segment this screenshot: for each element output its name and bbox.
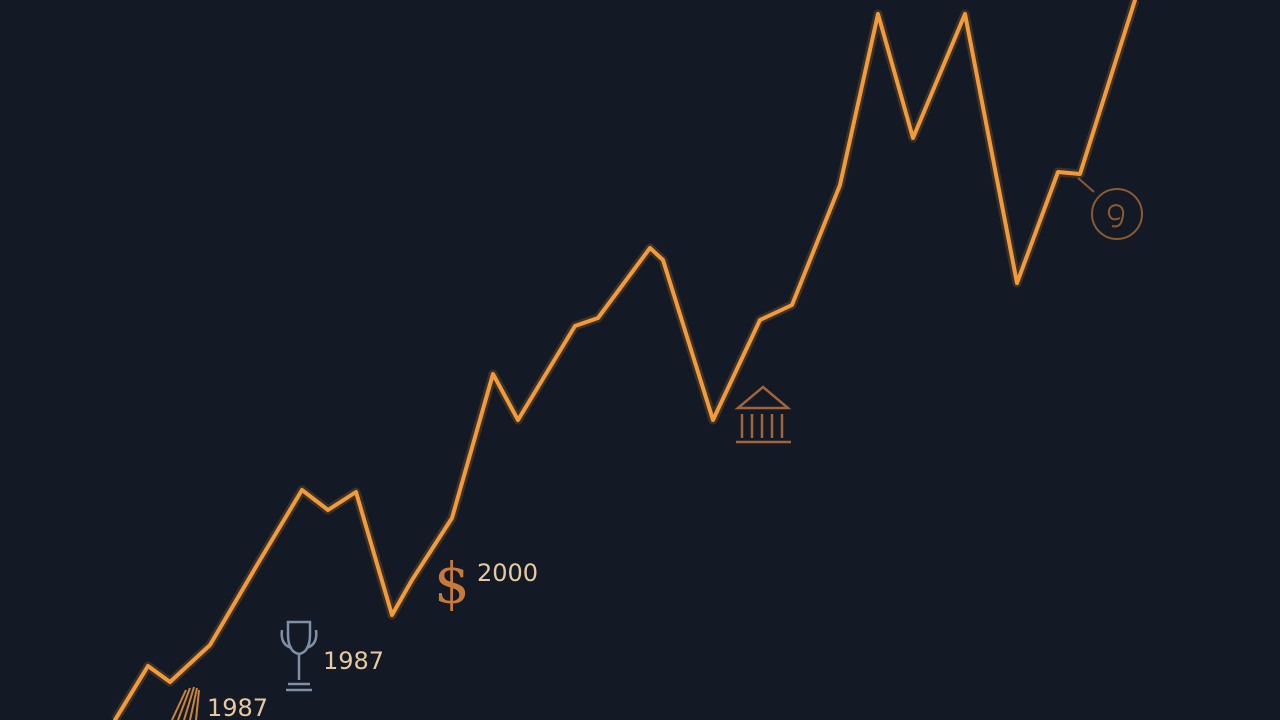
spiral-icon <box>1077 177 1143 240</box>
fan-icon <box>171 686 200 720</box>
dollar-sign: $ <box>434 552 470 617</box>
annotation: 1987 <box>207 694 268 720</box>
trophy-icon <box>280 620 318 692</box>
annotation: 1987 <box>323 647 384 675</box>
bank-icon <box>734 385 792 444</box>
annotation: 2000 <box>477 559 538 587</box>
line <box>113 0 1137 720</box>
plot <box>111 0 1140 720</box>
